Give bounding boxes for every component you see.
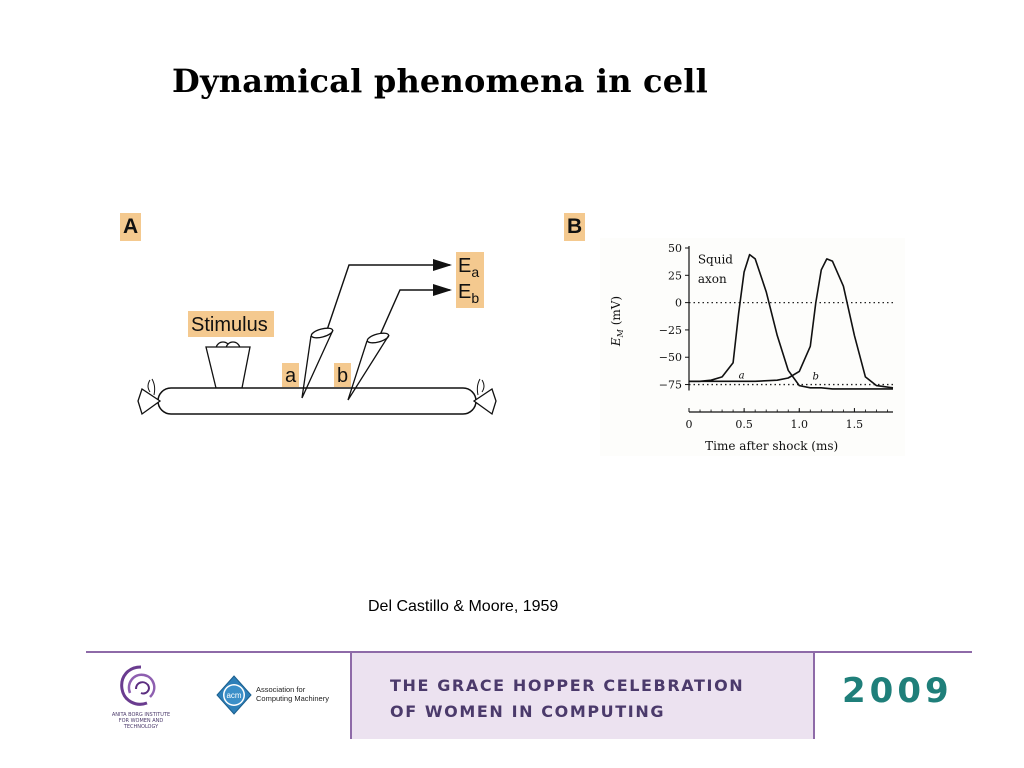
point-b-label: b xyxy=(337,365,348,387)
legend-axon: axon xyxy=(698,272,727,286)
electrode-a-label-sub: a xyxy=(471,264,479,280)
electrode-b-body xyxy=(347,334,390,401)
acm-caption-line2: Computing Machinery xyxy=(256,694,329,703)
point-b-bg xyxy=(334,363,351,387)
conference-name-line2: OF WOMEN IN COMPUTING xyxy=(390,702,666,721)
legend-squid: Squid xyxy=(698,252,733,266)
conference-name: THE GRACE HOPPER CELEBRATION OF WOMEN IN… xyxy=(390,673,744,725)
electrode-b-label-sub: b xyxy=(471,290,479,306)
abi-caption-line1: ANITA BORG INSTITUTE xyxy=(111,712,171,718)
panel-a-label: A xyxy=(120,213,142,241)
y-axis-title-unit: (mV) xyxy=(609,296,623,329)
axon-body xyxy=(157,387,477,415)
x-tick-label: 0 xyxy=(686,418,693,431)
x-tick-label: 1.0 xyxy=(791,418,809,431)
y-tick-label: −50 xyxy=(659,351,682,364)
electrode-b-wire xyxy=(379,289,450,336)
electrode-b-label-base: E xyxy=(458,281,471,303)
series-line-b xyxy=(689,258,894,389)
conference-year: 2009 xyxy=(842,671,953,711)
axon-diagram: Stimulus a b Ea Eb xyxy=(137,252,497,416)
series-line-a xyxy=(689,253,893,390)
y-tick-label: −75 xyxy=(659,379,682,392)
electrode-a-wire xyxy=(326,264,450,331)
acm-caption: Association for Computing Machinery xyxy=(256,685,329,703)
x-tick-label: 1.5 xyxy=(846,418,864,431)
electrode-a-label-bg xyxy=(456,252,484,278)
y-tick-label: 50 xyxy=(668,242,682,255)
y-tick-label: 0 xyxy=(675,297,682,310)
panel-b-label: B xyxy=(564,213,586,241)
curve-b-label: b xyxy=(813,371,819,382)
y-axis-title-main: E xyxy=(609,337,623,347)
footer-divider-right xyxy=(813,653,815,739)
axon-left-tie xyxy=(137,387,162,416)
electrode-b-top xyxy=(366,332,390,344)
footer-rule xyxy=(86,651,972,653)
acm-logo-icon: acm xyxy=(216,675,252,715)
action-potential-chart: 50 25 0 −25 −50 −75 0 0.5 1.0 1.5 a b Squid axon Time … xyxy=(600,238,905,456)
electrode-b-arrow xyxy=(433,284,452,296)
point-a-bg xyxy=(282,363,299,387)
axon-left-thread xyxy=(147,378,156,396)
electrode-a-arrow xyxy=(433,259,452,271)
electrode-a-label: Ea xyxy=(458,255,479,280)
stimulus-label-bg xyxy=(188,311,274,337)
footer-band xyxy=(350,653,814,739)
acm-caption-line1: Association for xyxy=(256,685,306,694)
point-a-label: a xyxy=(285,365,297,387)
electrode-a-body xyxy=(301,329,334,399)
abi-caption-line2: FOR WOMEN AND TECHNOLOGY xyxy=(118,718,164,730)
abi-caption: ANITA BORG INSTITUTE FOR WOMEN AND TECHN… xyxy=(106,712,176,730)
electrode-b-label: Eb xyxy=(458,281,479,306)
y-axis-title: EM (mV) xyxy=(609,296,625,347)
x-tick-label: 0.5 xyxy=(735,418,753,431)
axon-right-thread xyxy=(476,378,485,396)
curve-a-label: a xyxy=(739,370,745,381)
conference-name-line1: THE GRACE HOPPER CELEBRATION xyxy=(390,676,745,695)
x-axis-title: Time after shock (ms) xyxy=(705,439,838,453)
axon-right-tie xyxy=(472,387,497,416)
y-tick-label: 25 xyxy=(668,269,682,282)
footer-banner: ANITA BORG INSTITUTE FOR WOMEN AND TECHN… xyxy=(86,651,972,739)
stimulator-box xyxy=(205,346,251,389)
electrode-a-label-base: E xyxy=(458,255,471,277)
y-axis-title-sub: M xyxy=(616,328,625,338)
acm-badge-text: acm xyxy=(226,691,241,700)
slide-title: Dynamical phenomena in cell xyxy=(172,62,708,100)
y-tick-label: −25 xyxy=(659,324,682,337)
footer-divider-left xyxy=(350,653,352,739)
citation-caption: Del Castillo & Moore, 1959 xyxy=(368,598,559,615)
electrode-b-label-bg xyxy=(456,278,484,308)
anita-borg-logo-icon xyxy=(120,665,156,706)
stimulus-label: Stimulus xyxy=(191,314,268,336)
